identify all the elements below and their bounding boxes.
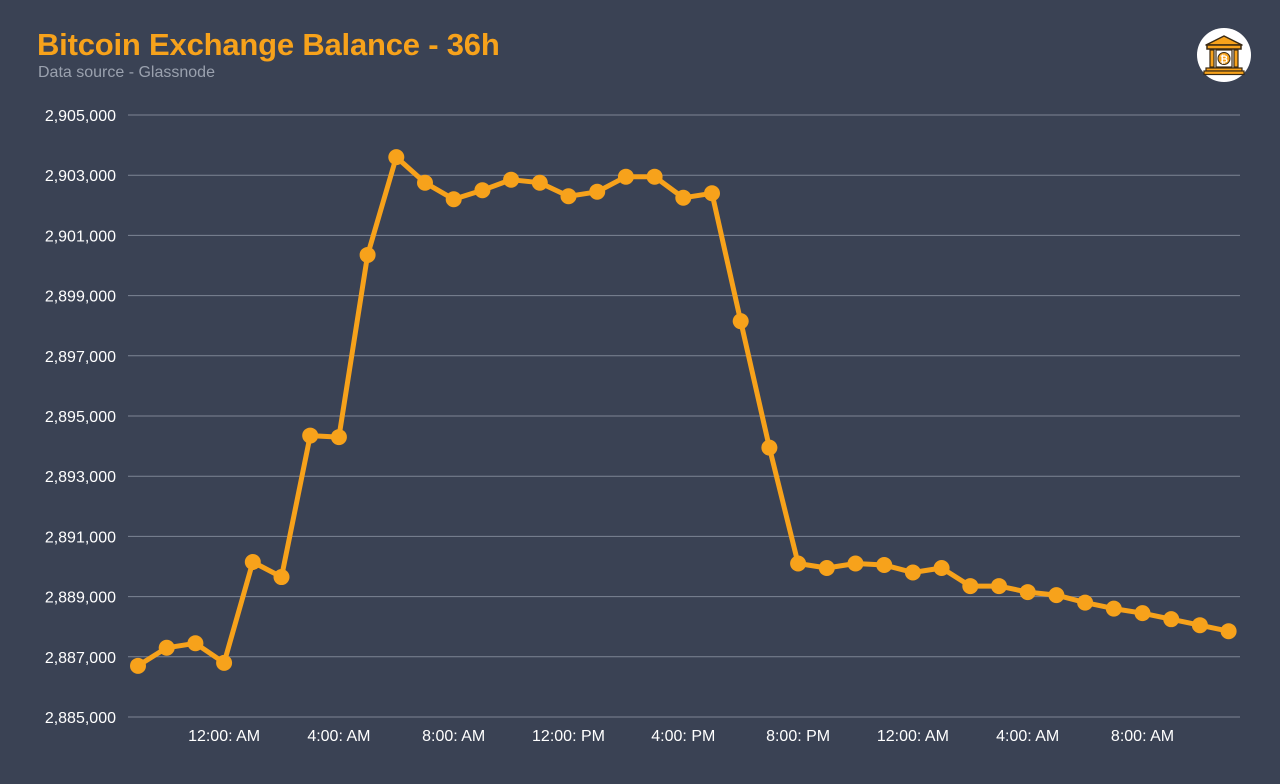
- data-point: [474, 182, 491, 199]
- data-point: [1134, 605, 1151, 622]
- data-point: [445, 191, 462, 208]
- data-point: [1077, 594, 1094, 611]
- data-point: [589, 183, 606, 200]
- x-tick-label: 12:00: AM: [188, 728, 260, 745]
- data-point: [818, 560, 835, 577]
- data-point: [388, 149, 405, 166]
- data-point: [1191, 617, 1208, 634]
- data-point: [531, 174, 548, 191]
- data-point: [646, 168, 663, 185]
- x-tick-label: 4:00: AM: [996, 728, 1059, 745]
- data-point: [617, 168, 634, 185]
- y-tick-label: 2,887,000: [45, 650, 116, 667]
- x-tick-label: 8:00: AM: [422, 728, 485, 745]
- data-point: [273, 569, 290, 586]
- y-tick-label: 2,903,000: [45, 168, 116, 185]
- data-point: [704, 185, 720, 202]
- data-point: [991, 578, 1007, 595]
- data-point: [1163, 611, 1180, 628]
- data-point: [187, 635, 204, 652]
- x-tick-label: 8:00: PM: [766, 728, 830, 745]
- data-point: [904, 564, 921, 581]
- series-line: [135, 154, 1232, 669]
- y-tick-label: 2,885,000: [45, 710, 116, 727]
- y-tick-label: 2,897,000: [45, 349, 116, 366]
- data-point: [503, 171, 520, 188]
- svg-text:₿: ₿: [1220, 54, 1228, 66]
- data-point: [1019, 584, 1036, 601]
- data-point: [216, 654, 233, 671]
- x-tick-label: 4:00: PM: [651, 728, 715, 745]
- y-tick-label: 2,891,000: [45, 529, 116, 546]
- y-tick-label: 2,905,000: [45, 108, 116, 125]
- chart-subtitle: Data source - Glassnode: [38, 64, 215, 81]
- y-tick-label: 2,899,000: [45, 289, 116, 306]
- data-point: [244, 553, 261, 570]
- data-point: [1220, 623, 1237, 640]
- data-point: [1048, 587, 1065, 604]
- y-tick-label: 2,893,000: [45, 469, 116, 486]
- bank-bitcoin-icon: ₿: [1197, 28, 1251, 82]
- data-point: [1105, 600, 1122, 617]
- data-point: [302, 427, 319, 444]
- data-point: [158, 639, 175, 656]
- data-point: [962, 578, 979, 595]
- x-tick-label: 8:00: AM: [1111, 728, 1174, 745]
- data-point: [761, 439, 778, 456]
- x-tick-label: 12:00: AM: [877, 728, 949, 745]
- data-point: [417, 174, 433, 191]
- data-point: [790, 555, 807, 572]
- y-tick-label: 2,889,000: [45, 590, 116, 607]
- x-tick-label: 12:00: PM: [532, 728, 605, 745]
- data-point: [330, 429, 347, 446]
- x-tick-label: 4:00: AM: [307, 728, 370, 745]
- data-point: [359, 246, 376, 263]
- data-point: [876, 556, 893, 573]
- data-point: [130, 657, 146, 674]
- data-point: [675, 189, 692, 206]
- data-point: [847, 555, 864, 572]
- data-point: [933, 560, 950, 577]
- data-point: [560, 188, 577, 205]
- chart-title: Bitcoin Exchange Balance - 36h: [37, 27, 500, 62]
- y-tick-label: 2,901,000: [45, 228, 116, 245]
- y-tick-label: 2,895,000: [45, 409, 116, 426]
- data-point: [732, 313, 749, 330]
